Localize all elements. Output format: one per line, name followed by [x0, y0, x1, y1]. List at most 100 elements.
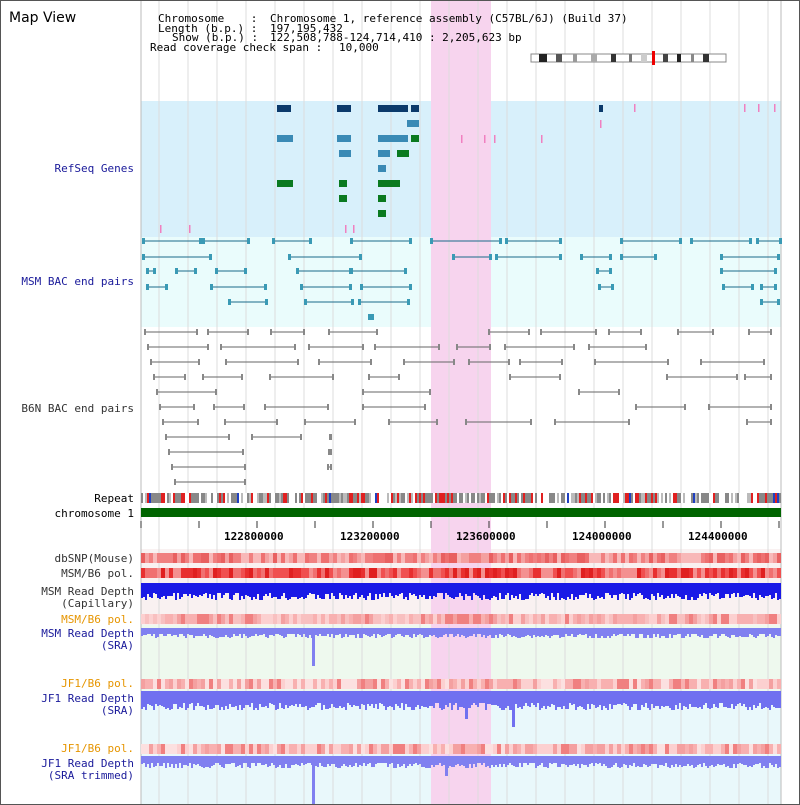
heat-cell: [201, 553, 205, 563]
refseq-gene-mark: [494, 135, 496, 143]
msm-depth-capillary-label[interactable]: MSM Read Depth: [41, 585, 134, 598]
msm-bac-label[interactable]: MSM BAC end pairs: [21, 275, 134, 288]
depth-bar: [723, 583, 725, 598]
depth-bar: [611, 691, 613, 709]
depth-bar: [315, 691, 317, 705]
depth-bar: [767, 691, 769, 708]
depth-bar: [159, 583, 161, 599]
depth-bar: [585, 583, 587, 593]
depth-bar: [165, 583, 167, 599]
depth-bar: [351, 756, 353, 767]
depth-bar: [605, 756, 607, 766]
jf1-depth-trim-label[interactable]: JF1 Read Depth: [41, 757, 134, 770]
heat-cell: [513, 568, 517, 578]
msm-b6-pol-label-2[interactable]: MSM/B6 pol.: [61, 613, 134, 626]
depth-bar: [747, 691, 749, 710]
depth-bar: [653, 583, 655, 596]
depth-bar: [417, 691, 419, 705]
repeat-label[interactable]: Repeat: [94, 492, 134, 505]
depth-bar: [573, 628, 575, 637]
heat-cell: [493, 568, 497, 578]
depth-bar: [255, 756, 257, 766]
jf1-depth-sra-label[interactable]: JF1 Read Depth: [41, 692, 134, 705]
refseq-gene-mark: [634, 104, 636, 112]
b6n-bac-end: [561, 359, 563, 365]
heat-cell: [257, 568, 261, 578]
selection-highlight: [431, 1, 491, 804]
depth-bar: [491, 756, 493, 765]
depth-bar: [141, 628, 143, 636]
depth-bar: [675, 583, 677, 594]
heat-cell: [769, 614, 773, 624]
depth-bar: [189, 583, 191, 594]
heat-cell: [701, 614, 705, 624]
depth-bar: [297, 583, 299, 599]
b6n-bac-label[interactable]: B6N BAC end pairs: [21, 402, 134, 415]
heat-cell: [713, 679, 717, 689]
b6n-bac-end: [438, 344, 440, 350]
heat-cell: [285, 614, 289, 624]
msm-bac-end: [300, 284, 303, 290]
b6n-bac-end: [746, 419, 748, 425]
depth-bar: [223, 628, 225, 637]
heat-cell: [241, 553, 245, 563]
dbsnp-label[interactable]: dbSNP(Mouse): [54, 552, 134, 565]
repeat-mark: [589, 493, 591, 503]
refseq-label[interactable]: RefSeq Genes: [54, 162, 134, 175]
depth-bar: [381, 628, 383, 637]
depth-bar: [483, 583, 485, 595]
heat-cell: [589, 744, 593, 754]
depth-bar: [207, 628, 209, 638]
depth-spike: [312, 628, 315, 666]
depth-bar: [729, 628, 731, 638]
repeat-mark: [585, 493, 587, 503]
depth-bar: [615, 628, 617, 636]
depth-bar: [509, 756, 511, 763]
heat-cell: [145, 744, 149, 754]
heat-cell: [633, 679, 637, 689]
heat-cell: [673, 553, 677, 563]
repeat-mark: [299, 493, 301, 503]
repeat-mark: [755, 493, 757, 503]
depth-bar: [361, 628, 363, 638]
depth-bar: [657, 583, 659, 593]
heat-cell: [245, 744, 249, 754]
depth-bar: [771, 756, 773, 765]
repeat-mark: [497, 493, 499, 503]
msm-bac-end: [774, 284, 777, 290]
msm-b6-pol-label-1[interactable]: MSM/B6 pol.: [61, 567, 134, 580]
heat-cell: [777, 614, 781, 624]
b6n-bac-end: [276, 419, 278, 425]
repeat-mark: [451, 493, 453, 503]
heat-cell: [253, 614, 257, 624]
jf1-b6-pol-label-2[interactable]: JF1/B6 pol.: [61, 742, 134, 755]
jf1-b6-pol-label-1[interactable]: JF1/B6 pol.: [61, 677, 134, 690]
b6n-bac-end: [220, 344, 222, 350]
depth-bar: [725, 756, 727, 767]
depth-bar: [731, 583, 733, 594]
heat-cell: [281, 553, 285, 563]
depth-bar: [659, 628, 661, 638]
depth-bar: [179, 628, 181, 634]
depth-bar: [583, 756, 585, 765]
depth-bar: [533, 756, 535, 763]
depth-bar: [191, 583, 193, 598]
msm-bac-end: [142, 254, 145, 260]
depth-bar: [639, 691, 641, 710]
heat-cell: [229, 614, 233, 624]
heat-cell: [481, 553, 485, 563]
depth-bar: [721, 691, 723, 703]
repeat-mark: [661, 493, 663, 503]
heat-cell: [557, 568, 561, 578]
depth-bar: [417, 628, 419, 635]
msm-bac-end: [194, 268, 197, 274]
msm-depth-sra-label[interactable]: MSM Read Depth: [41, 627, 134, 640]
heat-cell: [513, 679, 517, 689]
depth-bar: [379, 628, 381, 635]
depth-bar: [461, 756, 463, 765]
repeat-mark: [669, 493, 671, 503]
depth-bar: [563, 756, 565, 764]
depth-bar: [507, 628, 509, 634]
b6n-bac-end: [330, 449, 332, 455]
